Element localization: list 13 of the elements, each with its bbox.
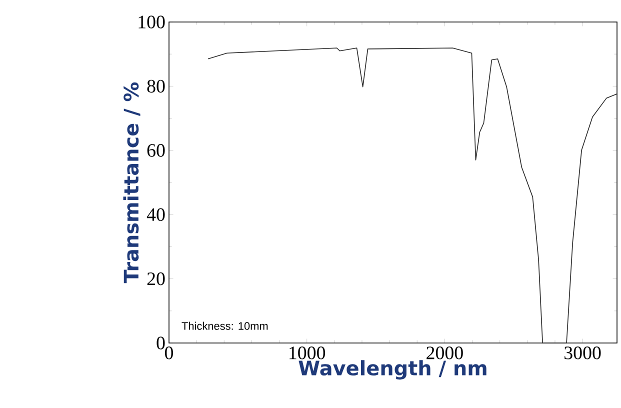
x-tick-label: 2000 <box>426 346 463 360</box>
x-tick-label: 3000 <box>564 346 601 360</box>
x-tick-label: 0 <box>164 346 174 360</box>
y-tick-label: 80 <box>147 80 165 93</box>
y-tick-label: 0 <box>156 336 165 350</box>
x-axis-title: Wavelength / nm <box>298 360 486 380</box>
y-tick-label: 20 <box>147 272 165 286</box>
x-tick-label: 1000 <box>290 346 326 360</box>
annotation: Thickness: 10mm <box>182 322 268 330</box>
y-axis-title: Transmittance / % <box>123 82 140 284</box>
y-tick-label: 100 <box>138 16 165 28</box>
y-tick-label: 60 <box>147 144 165 157</box>
y-tick-label: 40 <box>146 208 165 221</box>
